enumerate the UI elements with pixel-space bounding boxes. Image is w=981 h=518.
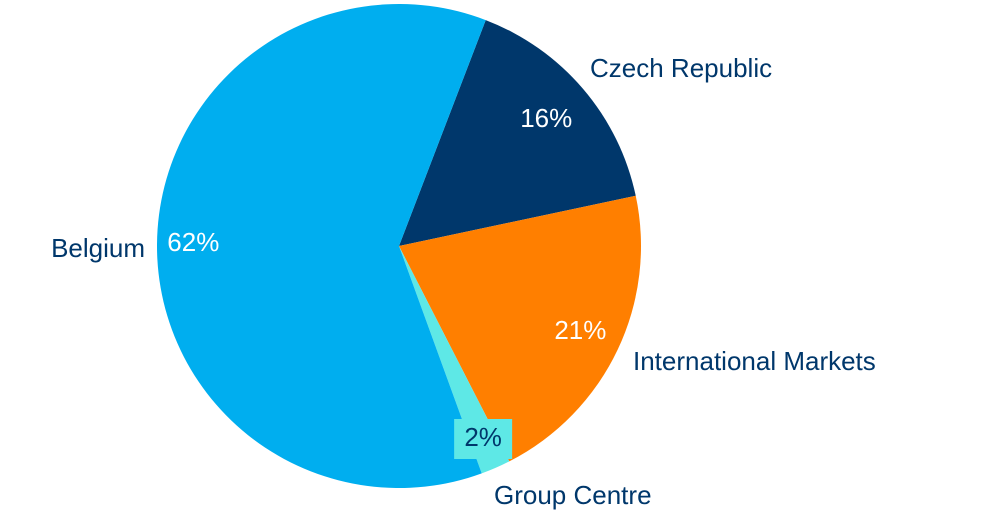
data-label: 21% xyxy=(554,315,606,345)
data-label: 16% xyxy=(520,103,572,133)
pie-slice xyxy=(157,3,486,489)
data-label: 2% xyxy=(464,422,502,452)
pie-slice xyxy=(399,246,510,474)
category-label: Group Centre xyxy=(494,480,652,510)
category-label: International Markets xyxy=(633,346,876,376)
pie-slice xyxy=(399,195,641,462)
category-label: Belgium xyxy=(51,233,145,263)
pie-slice xyxy=(399,20,636,247)
category-label: Czech Republic xyxy=(590,53,772,83)
data-label: 62% xyxy=(167,227,219,257)
label-background xyxy=(454,418,513,459)
